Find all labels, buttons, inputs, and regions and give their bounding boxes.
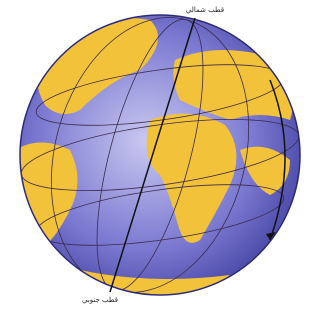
globe-figure: قطب شمالي قطب جنوبي — [0, 0, 318, 315]
south-pole-label: قطب جنوبي — [82, 296, 118, 304]
north-pole-label: قطب شمالي — [186, 6, 224, 14]
